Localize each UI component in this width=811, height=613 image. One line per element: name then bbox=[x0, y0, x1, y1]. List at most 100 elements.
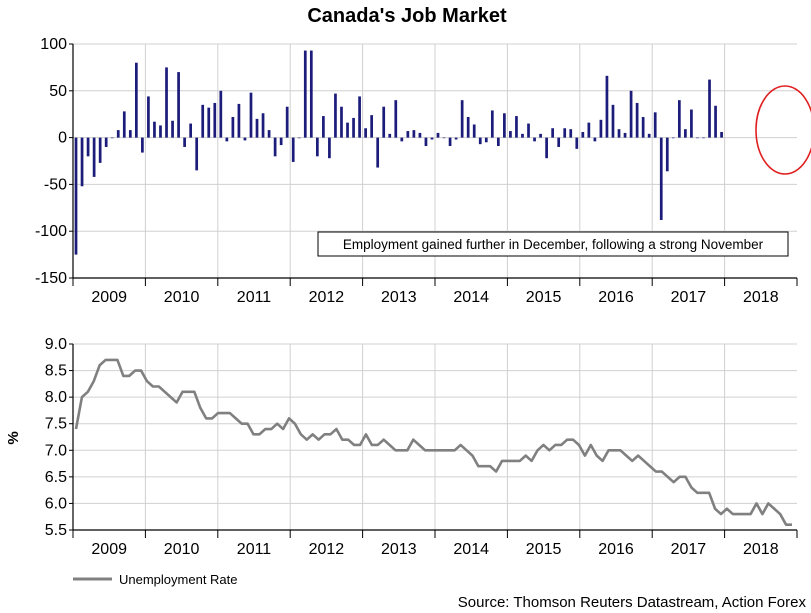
highlight-ellipse bbox=[755, 85, 811, 175]
employment-bar bbox=[340, 106, 343, 138]
employment-bar bbox=[563, 128, 567, 138]
chart-title: Canada's Job Market bbox=[307, 5, 507, 27]
employment-ytick-label: 0 bbox=[58, 130, 67, 147]
employment-ytick-label: 50 bbox=[49, 83, 67, 100]
employment-bar bbox=[231, 117, 235, 138]
unemployment-year-label: 2013 bbox=[381, 541, 417, 558]
employment-bar bbox=[352, 117, 355, 138]
employment-bar bbox=[189, 123, 193, 138]
employment-bar bbox=[466, 117, 470, 138]
employment-bar bbox=[690, 109, 693, 138]
employment-bar bbox=[442, 137, 446, 139]
unemployment-ytick-label: 8.5 bbox=[45, 363, 67, 380]
employment-bar bbox=[255, 118, 259, 138]
employment-bar bbox=[400, 137, 404, 142]
employment-bar bbox=[358, 96, 361, 138]
employment-ytick-label: -150 bbox=[35, 270, 67, 287]
unemployment-ytick-label: 6.5 bbox=[45, 469, 67, 486]
unemployment-year-label: 2011 bbox=[237, 541, 272, 558]
employment-bar bbox=[551, 128, 555, 138]
employment-bar bbox=[279, 137, 283, 146]
employment-bar bbox=[165, 67, 168, 138]
employment-year-label: 2011 bbox=[237, 289, 272, 306]
employment-bar bbox=[617, 129, 621, 138]
employment-year-label: 2018 bbox=[743, 289, 779, 306]
employment-bar bbox=[515, 116, 518, 138]
employment-bar bbox=[334, 93, 337, 138]
employment-bar bbox=[599, 119, 603, 138]
employment-year-label: 2016 bbox=[598, 289, 634, 306]
employment-bar bbox=[346, 122, 349, 138]
employment-bar bbox=[116, 130, 120, 138]
employment-bar bbox=[587, 122, 591, 138]
employment-bar bbox=[720, 131, 723, 138]
annotation-text: Employment gained further in December, f… bbox=[343, 237, 764, 252]
employment-bar bbox=[147, 96, 150, 138]
unemployment-year-label: 2010 bbox=[164, 541, 200, 558]
employment-bar bbox=[611, 104, 615, 138]
employment-bar bbox=[201, 104, 205, 138]
employment-bar bbox=[177, 72, 180, 138]
unemployment-ytick-label: 9.0 bbox=[45, 336, 67, 353]
employment-bar bbox=[382, 106, 386, 138]
employment-bar bbox=[322, 116, 325, 138]
unemployment-rate-chart: 9.0 8.5 8.0 7.5 7.0 6.5 6.0 5.5 2009 2010 2011 2012… bbox=[45, 336, 798, 558]
unemployment-year-label: 2014 bbox=[453, 541, 489, 558]
employment-bar bbox=[394, 100, 398, 138]
employment-year-label: 2010 bbox=[164, 289, 200, 306]
employment-bar bbox=[490, 110, 494, 138]
annotation-box bbox=[317, 231, 789, 257]
employment-bar bbox=[521, 133, 524, 138]
employment-bar bbox=[448, 137, 452, 147]
employment-bar bbox=[708, 79, 711, 138]
employment-bar bbox=[406, 131, 410, 138]
employment-bar bbox=[593, 137, 597, 142]
employment-bar bbox=[134, 62, 138, 138]
employment-bar bbox=[261, 113, 265, 138]
employment-bar bbox=[533, 137, 536, 142]
employment-bar bbox=[436, 132, 440, 138]
unemployment-ytick-label: 5.5 bbox=[45, 522, 67, 539]
employment-bar bbox=[424, 137, 428, 147]
employment-bar bbox=[225, 137, 229, 142]
employment-bar bbox=[569, 129, 573, 138]
employment-bar bbox=[671, 137, 675, 139]
employment-bar bbox=[430, 137, 434, 140]
employment-bar bbox=[605, 75, 609, 138]
employment-bar bbox=[677, 100, 681, 138]
employment-bar bbox=[418, 132, 422, 138]
employment-bar bbox=[285, 106, 289, 138]
employment-bar bbox=[219, 90, 223, 138]
employment-bar bbox=[496, 137, 500, 147]
employment-ytick-label: -50 bbox=[44, 176, 67, 193]
employment-bar bbox=[478, 137, 482, 145]
employment-bar bbox=[665, 137, 669, 172]
legend-label: Unemployment Rate bbox=[119, 572, 238, 587]
unemployment-ylabel: % bbox=[5, 431, 22, 444]
employment-change-chart: 100 50 0 -50 -100 -150 2009 2010 2011 2012 2013 201… bbox=[35, 36, 798, 306]
employment-bar bbox=[159, 125, 162, 138]
employment-bar bbox=[243, 137, 247, 141]
employment-bar bbox=[237, 103, 241, 138]
employment-bar bbox=[92, 137, 96, 177]
employment-bar bbox=[273, 137, 277, 157]
employment-bar bbox=[328, 137, 331, 159]
employment-ytick-label: 100 bbox=[40, 36, 67, 53]
employment-bar bbox=[315, 137, 319, 157]
employment-bar bbox=[503, 113, 506, 138]
employment-bar bbox=[297, 137, 301, 139]
employment-bar bbox=[213, 102, 217, 138]
employment-bar bbox=[653, 112, 657, 138]
employment-year-label: 2012 bbox=[309, 289, 345, 306]
employment-bar bbox=[303, 50, 307, 138]
employment-ytick-label: -100 bbox=[35, 223, 67, 240]
employment-bar bbox=[128, 130, 132, 138]
employment-bar bbox=[376, 137, 380, 168]
employment-year-label: 2017 bbox=[671, 289, 707, 306]
source-note: Source: Thomson Reuters Datastream, Acti… bbox=[458, 594, 807, 611]
employment-bar bbox=[104, 137, 108, 147]
employment-bar bbox=[545, 137, 548, 159]
employment-bar bbox=[388, 133, 392, 138]
employment-bar bbox=[539, 133, 542, 138]
unemployment-year-label: 2018 bbox=[743, 541, 779, 558]
